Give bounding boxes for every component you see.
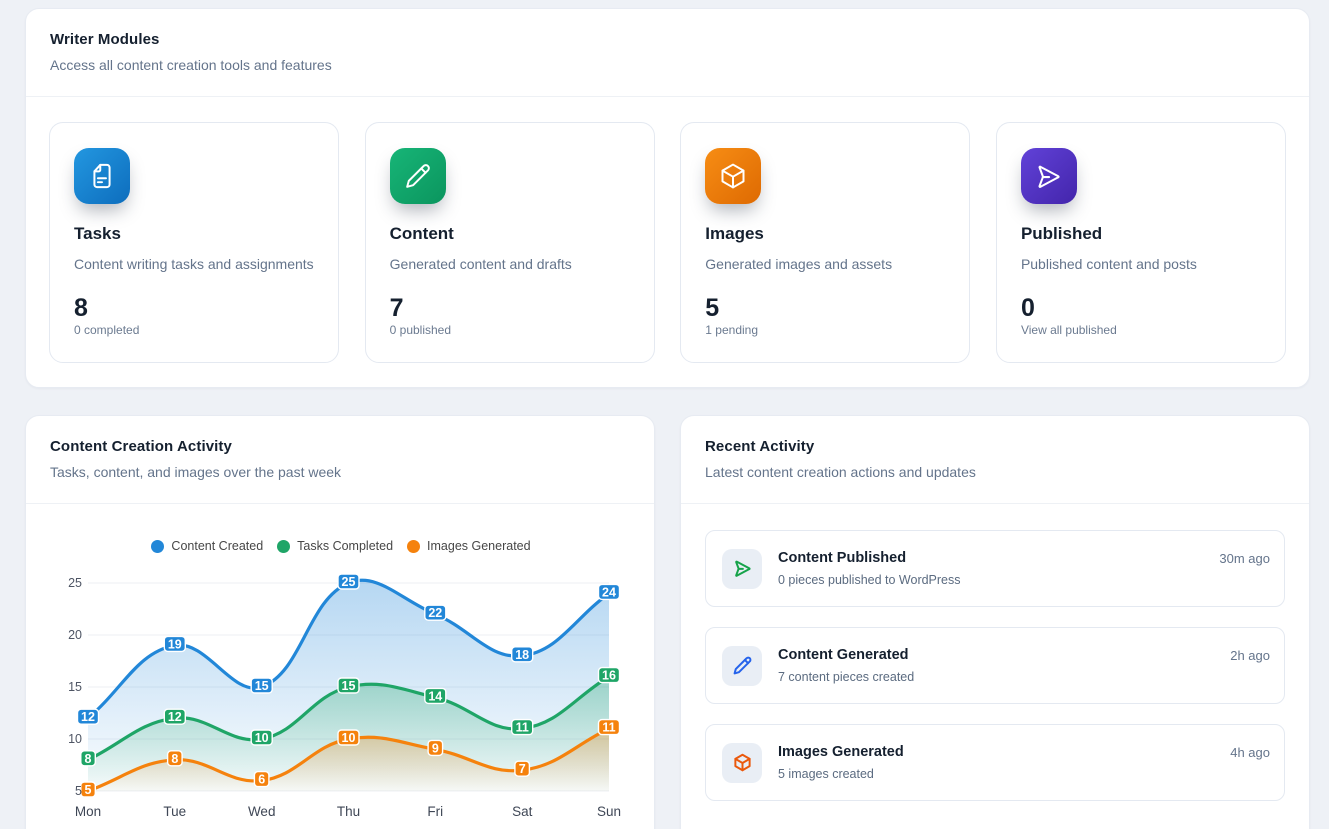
svg-text:5: 5 xyxy=(75,784,82,798)
svg-text:18: 18 xyxy=(515,648,529,662)
svg-text:6: 6 xyxy=(258,773,265,787)
svg-text:14: 14 xyxy=(428,689,442,703)
svg-text:Sat: Sat xyxy=(512,804,533,819)
svg-text:5: 5 xyxy=(85,783,92,797)
svg-text:19: 19 xyxy=(168,637,182,651)
svg-text:11: 11 xyxy=(516,721,529,735)
svg-text:Tue: Tue xyxy=(163,804,186,819)
svg-text:Mon: Mon xyxy=(75,804,101,819)
svg-text:10: 10 xyxy=(255,731,269,745)
svg-text:15: 15 xyxy=(342,679,356,693)
svg-text:12: 12 xyxy=(81,710,95,724)
svg-text:12: 12 xyxy=(168,710,182,724)
svg-text:20: 20 xyxy=(68,628,82,642)
svg-text:Wed: Wed xyxy=(248,804,276,819)
svg-text:Sun: Sun xyxy=(597,804,621,819)
svg-text:25: 25 xyxy=(68,576,82,590)
svg-text:10: 10 xyxy=(68,732,82,746)
svg-text:24: 24 xyxy=(602,585,616,599)
svg-text:25: 25 xyxy=(342,575,356,589)
svg-text:9: 9 xyxy=(432,741,439,755)
svg-text:10: 10 xyxy=(342,731,356,745)
svg-text:7: 7 xyxy=(519,762,526,776)
svg-text:22: 22 xyxy=(428,606,442,620)
svg-text:16: 16 xyxy=(602,669,616,683)
svg-text:8: 8 xyxy=(171,752,178,766)
svg-text:Fri: Fri xyxy=(427,804,443,819)
svg-text:Thu: Thu xyxy=(337,804,360,819)
svg-text:15: 15 xyxy=(68,680,82,694)
svg-text:11: 11 xyxy=(602,721,615,735)
svg-text:8: 8 xyxy=(85,752,92,766)
svg-text:15: 15 xyxy=(255,679,269,693)
